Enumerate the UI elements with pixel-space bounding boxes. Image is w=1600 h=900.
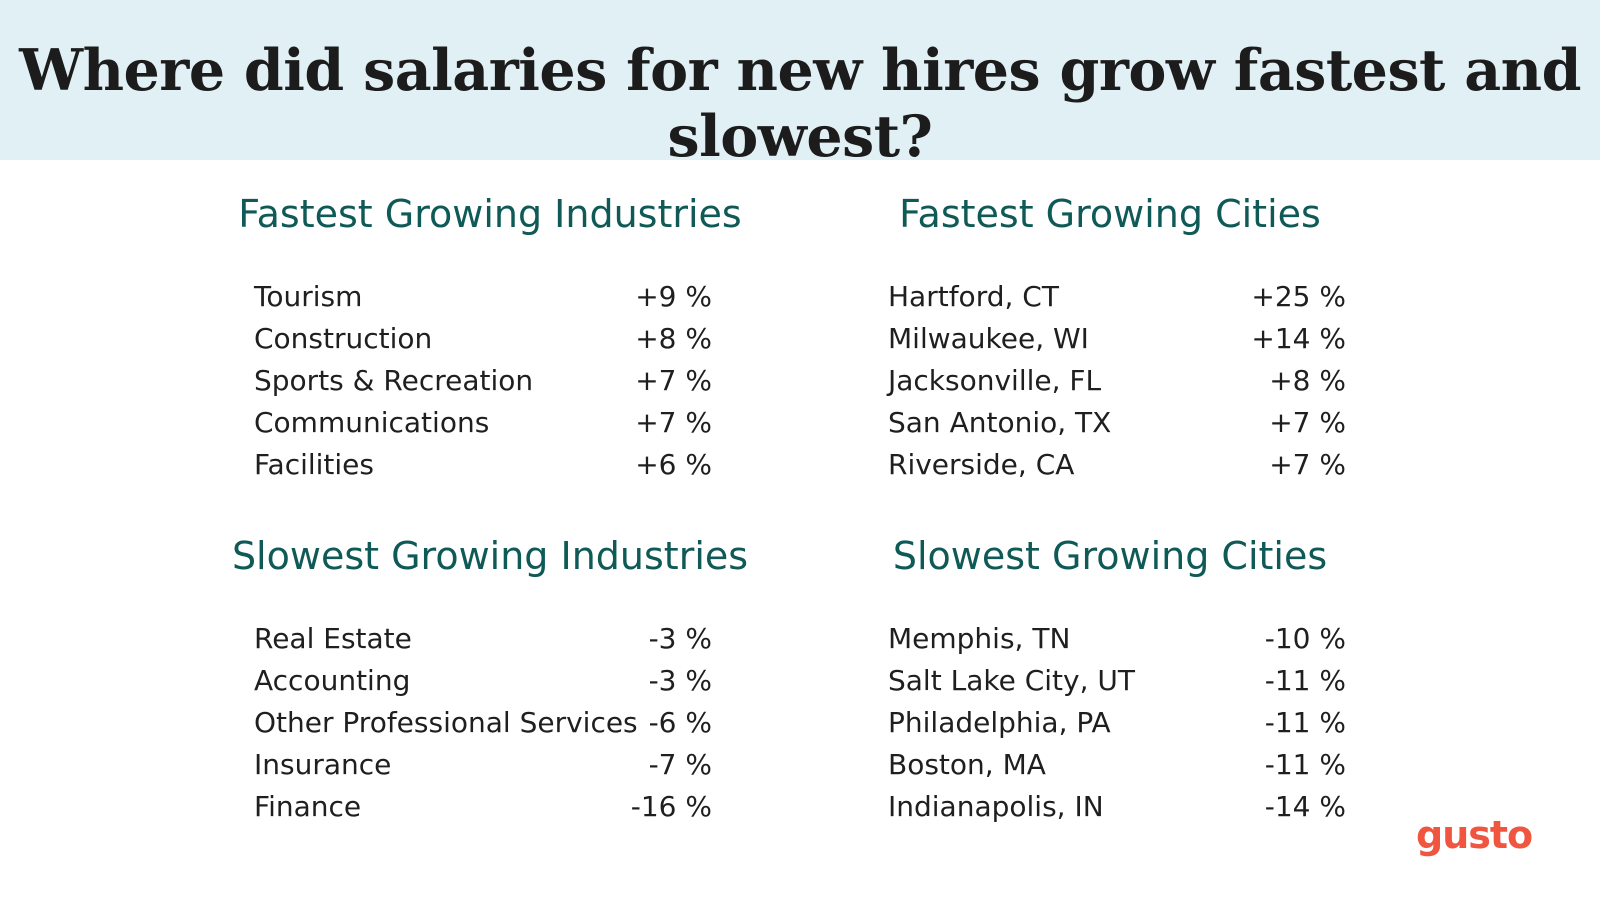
growth-value: +7 % <box>635 406 712 439</box>
list-item: Insurance -7 % <box>254 744 712 786</box>
growth-value: +9 % <box>635 280 712 313</box>
growth-value: +6 % <box>635 448 712 481</box>
growth-value: -16 % <box>630 790 712 823</box>
city-name: Memphis, TN <box>888 622 1071 655</box>
list-item: Tourism +9 % <box>254 276 712 318</box>
growth-value: -3 % <box>648 664 712 697</box>
growth-value: -11 % <box>1264 664 1346 697</box>
industry-name: Communications <box>254 406 490 439</box>
page-title: Where did salaries for new hires grow fa… <box>19 37 1581 170</box>
growth-value: -10 % <box>1264 622 1346 655</box>
list-item: Milwaukee, WI +14 % <box>888 318 1346 360</box>
growth-value: -6 % <box>648 706 712 739</box>
list-item: Facilities +6 % <box>254 444 712 486</box>
list-item: Sports & Recreation +7 % <box>254 360 712 402</box>
city-name: Boston, MA <box>888 748 1046 781</box>
growth-value: +7 % <box>635 364 712 397</box>
growth-value: +7 % <box>1269 448 1346 481</box>
list-item: Construction +8 % <box>254 318 712 360</box>
city-name: San Antonio, TX <box>888 406 1112 439</box>
city-name: Hartford, CT <box>888 280 1059 313</box>
gusto-logo: gusto <box>1416 813 1533 857</box>
list-item: Finance -16 % <box>254 786 712 828</box>
slowest-cities-heading: Slowest Growing Cities <box>892 534 1328 578</box>
list-item: Philadelphia, PA -11 % <box>888 702 1346 744</box>
list-item: Communications +7 % <box>254 402 712 444</box>
industry-name: Other Professional Services <box>254 706 638 739</box>
city-name: Milwaukee, WI <box>888 322 1089 355</box>
city-name: Riverside, CA <box>888 448 1075 481</box>
city-name: Indianapolis, IN <box>888 790 1104 823</box>
industry-name: Real Estate <box>254 622 412 655</box>
growth-value: +8 % <box>635 322 712 355</box>
growth-value: +14 % <box>1251 322 1346 355</box>
growth-value: -14 % <box>1264 790 1346 823</box>
list-item: Jacksonville, FL +8 % <box>888 360 1346 402</box>
list-item: Memphis, TN -10 % <box>888 618 1346 660</box>
list-item: Other Professional Services -6 % <box>254 702 712 744</box>
fastest-cities-heading: Fastest Growing Cities <box>899 192 1321 236</box>
list-item: Riverside, CA +7 % <box>888 444 1346 486</box>
fastest-industries-heading: Fastest Growing Industries <box>238 192 742 236</box>
list-item: Accounting -3 % <box>254 660 712 702</box>
growth-value: -7 % <box>648 748 712 781</box>
list-item: Real Estate -3 % <box>254 618 712 660</box>
industry-name: Tourism <box>254 280 363 313</box>
list-item: Salt Lake City, UT -11 % <box>888 660 1346 702</box>
city-name: Salt Lake City, UT <box>888 664 1135 697</box>
growth-value: +25 % <box>1251 280 1346 313</box>
city-name: Philadelphia, PA <box>888 706 1111 739</box>
city-name: Jacksonville, FL <box>888 364 1102 397</box>
industry-name: Finance <box>254 790 362 823</box>
industry-name: Facilities <box>254 448 374 481</box>
growth-value: -11 % <box>1264 706 1346 739</box>
industry-name: Construction <box>254 322 433 355</box>
industry-name: Insurance <box>254 748 392 781</box>
list-item: Hartford, CT +25 % <box>888 276 1346 318</box>
industry-name: Accounting <box>254 664 411 697</box>
growth-value: +7 % <box>1269 406 1346 439</box>
growth-value: -3 % <box>648 622 712 655</box>
list-item: San Antonio, TX +7 % <box>888 402 1346 444</box>
title-banner <box>0 0 1600 160</box>
slowest-industries-heading: Slowest Growing Industries <box>231 534 749 578</box>
list-item: Boston, MA -11 % <box>888 744 1346 786</box>
growth-value: +8 % <box>1269 364 1346 397</box>
list-item: Indianapolis, IN -14 % <box>888 786 1346 828</box>
growth-value: -11 % <box>1264 748 1346 781</box>
industry-name: Sports & Recreation <box>254 364 534 397</box>
